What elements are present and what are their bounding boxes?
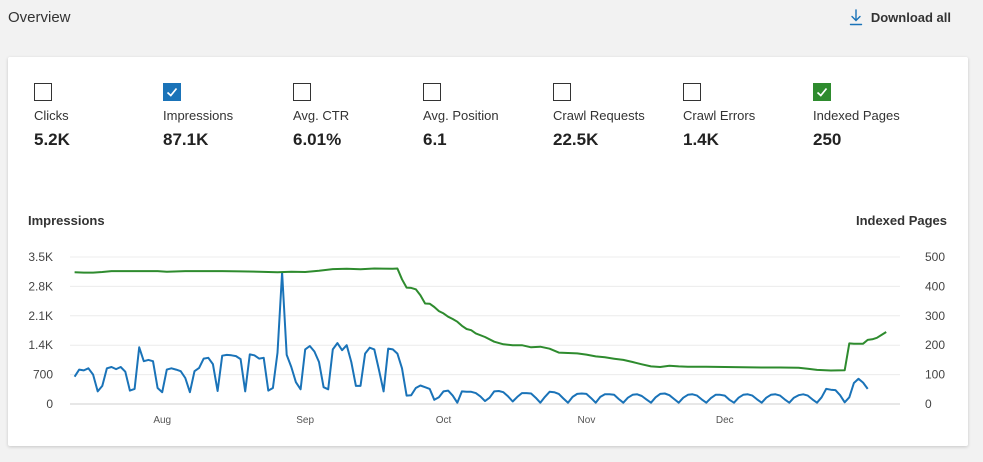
x-tick-label: Sep [296, 415, 314, 426]
metric-clicks[interactable]: Clicks 5.2K [34, 83, 154, 150]
metric-crawl-requests[interactable]: Crawl Requests 22.5K [553, 83, 673, 150]
metric-value: 6.01% [293, 130, 342, 149]
right-tick-label: 0 [925, 397, 932, 411]
download-all-label: Download all [870, 10, 951, 25]
left-tick-label: 0 [46, 397, 53, 411]
metric-value: 6.1 [423, 130, 447, 149]
x-tick-label: Aug [153, 415, 171, 426]
page-title: Overview [8, 9, 71, 26]
crawl-requests-checkbox[interactable] [553, 83, 571, 101]
x-tick-label: Nov [578, 415, 596, 426]
metric-label: Crawl Errors [683, 108, 756, 123]
metric-label: Indexed Pages [813, 108, 900, 123]
x-tick-label: Dec [716, 415, 734, 426]
right-tick-label: 500 [925, 250, 945, 264]
clicks-checkbox[interactable] [34, 83, 52, 101]
left-tick-label: 2.8K [28, 279, 53, 293]
left-tick-label: 1.4K [28, 338, 53, 352]
crawl-errors-checkbox[interactable] [683, 83, 701, 101]
left-tick-label: 700 [33, 368, 53, 382]
metric-value: 87.1K [163, 130, 209, 149]
avg-ctr-checkbox[interactable] [293, 83, 311, 101]
impressions-checkbox[interactable] [163, 83, 181, 101]
metric-label: Crawl Requests [553, 108, 645, 123]
left-axis-title: Impressions [28, 213, 105, 228]
impressions-series-line [73, 271, 869, 404]
impressions-indexed-pages-chart: 0 0 700 100 1.4K 200 2.1K 300 2.8K 400 3.5K 500 Aug S… [28, 250, 945, 426]
download-icon [849, 9, 863, 26]
metric-avg-position[interactable]: Avg. Position 6.1 [423, 83, 543, 150]
metric-impressions[interactable]: Impressions 87.1K [163, 83, 283, 150]
left-tick-label: 2.1K [28, 309, 53, 323]
left-tick-label: 3.5K [28, 250, 53, 264]
metric-indexed-pages[interactable]: Indexed Pages 250 [813, 83, 933, 150]
metric-value: 250 [813, 130, 842, 149]
indexed-pages-checkbox[interactable] [813, 83, 831, 101]
x-tick-label: Oct [436, 415, 452, 426]
indexed-pages-series-line [74, 267, 887, 372]
download-all-button[interactable]: Download all [849, 9, 951, 26]
right-tick-label: 100 [925, 368, 945, 382]
avg-position-checkbox[interactable] [423, 83, 441, 101]
metric-label: Impressions [163, 108, 234, 123]
metric-value: 5.2K [34, 130, 70, 149]
checkmark-icon [816, 87, 828, 97]
metric-label: Avg. CTR [293, 108, 350, 123]
overview-card: Clicks 5.2K Impressions 87.1K Avg. CTR 6… [8, 57, 968, 446]
metric-value: 22.5K [553, 130, 599, 149]
metric-label: Clicks [34, 108, 69, 123]
checkmark-icon [166, 87, 178, 97]
right-tick-label: 400 [925, 279, 945, 293]
right-axis-title: Indexed Pages [855, 213, 947, 228]
metric-crawl-errors[interactable]: Crawl Errors 1.4K [683, 83, 803, 150]
metric-label: Avg. Position [423, 108, 499, 123]
metric-value: 1.4K [683, 130, 719, 149]
metric-avg-ctr[interactable]: Avg. CTR 6.01% [293, 83, 413, 150]
right-tick-label: 300 [925, 309, 945, 323]
right-tick-label: 200 [925, 338, 945, 352]
